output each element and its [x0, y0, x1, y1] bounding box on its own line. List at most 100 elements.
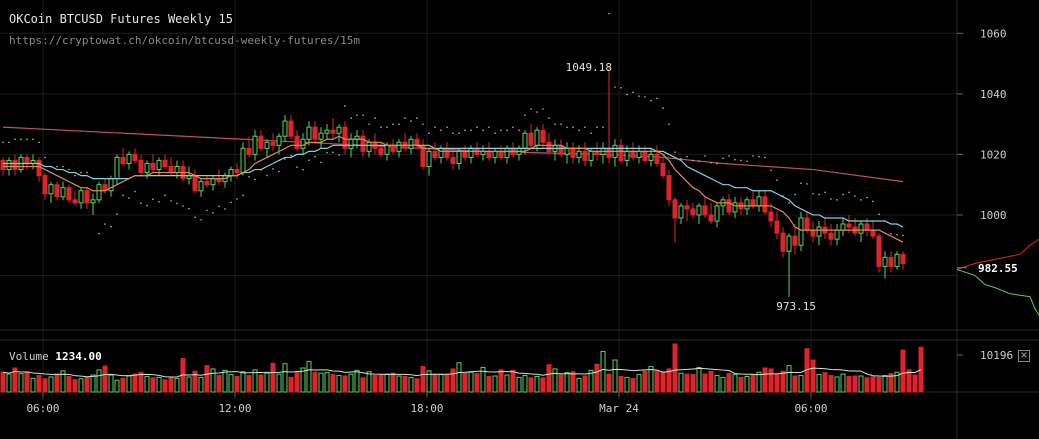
sar-dot — [638, 95, 640, 97]
sar-dot — [344, 105, 346, 107]
candle-body — [336, 126, 342, 134]
candle-body — [744, 199, 750, 210]
volume-bar — [336, 375, 342, 393]
volume-bar — [366, 371, 372, 393]
volume-bar — [426, 370, 432, 393]
volume-bar — [246, 375, 252, 393]
candle-body — [690, 208, 696, 216]
candle-body — [156, 159, 162, 171]
sar-dot — [266, 174, 268, 177]
candle-body — [756, 196, 762, 207]
volume-bar — [348, 373, 354, 393]
sar-dot — [500, 129, 502, 131]
volume-bar — [120, 377, 126, 393]
close-icon[interactable]: ✕ — [1018, 350, 1030, 362]
volume-bar — [636, 374, 642, 393]
candle-body — [96, 184, 102, 201]
volume-bar — [300, 367, 306, 393]
volume-bar — [144, 375, 150, 393]
volume-bar — [720, 376, 726, 393]
candle-body — [270, 141, 276, 146]
volume-bar — [264, 371, 270, 393]
volume-bar — [738, 376, 744, 393]
candle-body — [702, 205, 708, 216]
x-tick-label: 12:00 — [218, 402, 251, 415]
sar-dot — [248, 176, 250, 178]
candle-body — [462, 150, 468, 158]
sar-dot — [776, 179, 778, 181]
sar-dot — [566, 126, 568, 128]
volume-bar — [378, 374, 384, 393]
candle-body — [294, 135, 300, 149]
sar-dot — [428, 132, 430, 135]
candle-body — [486, 150, 492, 158]
chart-title: OKCoin BTCUSD Futures Weekly 15 — [9, 12, 233, 26]
candle-body — [726, 199, 732, 213]
sar-dot — [626, 93, 628, 96]
volume-bar — [660, 372, 666, 393]
y-tick-label: 1040 — [980, 88, 1007, 101]
sar-dot — [404, 117, 406, 119]
candle-body — [312, 126, 318, 140]
sma-line-group — [2, 126, 904, 183]
candle-body — [408, 138, 414, 149]
candle-body — [846, 223, 852, 228]
sar-dot — [116, 213, 118, 215]
volume-bar — [510, 369, 516, 393]
volume-bar — [276, 373, 282, 393]
sar-dot — [104, 223, 106, 225]
sar-dot — [458, 132, 460, 135]
sar-dot — [716, 162, 718, 165]
candle-body — [0, 159, 6, 171]
x-tick-label: Mar 24 — [599, 402, 639, 415]
volume-bar — [774, 374, 780, 393]
volume-bar — [456, 362, 462, 393]
candle-body — [66, 187, 72, 201]
sar-dot — [440, 129, 442, 131]
candle-body — [840, 223, 846, 231]
volume-bar — [732, 374, 738, 393]
sar-dot — [254, 178, 256, 181]
candle-body — [174, 166, 180, 174]
candle-body — [564, 147, 570, 155]
volume-bar — [594, 363, 600, 393]
sar-dot — [158, 200, 160, 203]
volume-bar — [234, 375, 240, 393]
sar-dot — [398, 123, 400, 125]
volume-bar — [108, 374, 114, 393]
chart-url[interactable]: https://cryptowat.ch/okcoin/btcusd-weekl… — [9, 34, 360, 47]
sar-dot — [890, 233, 892, 235]
sar-dot — [836, 199, 838, 201]
volume-ma-line — [2, 367, 922, 378]
sar-dot — [614, 86, 616, 88]
volume-bar — [516, 376, 522, 393]
sar-dot — [224, 208, 226, 210]
sar-dot — [512, 126, 514, 128]
candle-body — [120, 156, 126, 164]
volume-bar — [744, 375, 750, 393]
depth-ask-line — [956, 238, 1039, 270]
candle-body — [828, 232, 834, 240]
sar-dot — [518, 129, 520, 131]
volume-bar — [786, 365, 792, 393]
candle-body — [732, 202, 738, 213]
price-annotation: 1049.18 — [566, 61, 612, 74]
candle-body — [546, 141, 552, 152]
volume-bar — [252, 369, 258, 393]
sar-dot — [200, 218, 202, 221]
sar-dot — [32, 138, 34, 141]
volume-bar — [678, 372, 684, 393]
volume-bar — [408, 376, 414, 393]
candle-body — [12, 159, 18, 171]
volume-value: 1234.00 — [55, 350, 102, 363]
candle-body — [348, 138, 354, 149]
volume-bar — [756, 371, 762, 393]
candle-body — [618, 144, 624, 161]
last-price-label: 982.55 — [978, 262, 1018, 275]
volume-bar — [798, 375, 804, 393]
volume-bar — [54, 373, 60, 393]
candle-body — [210, 178, 216, 186]
y-tick-label: 1000 — [980, 209, 1007, 222]
